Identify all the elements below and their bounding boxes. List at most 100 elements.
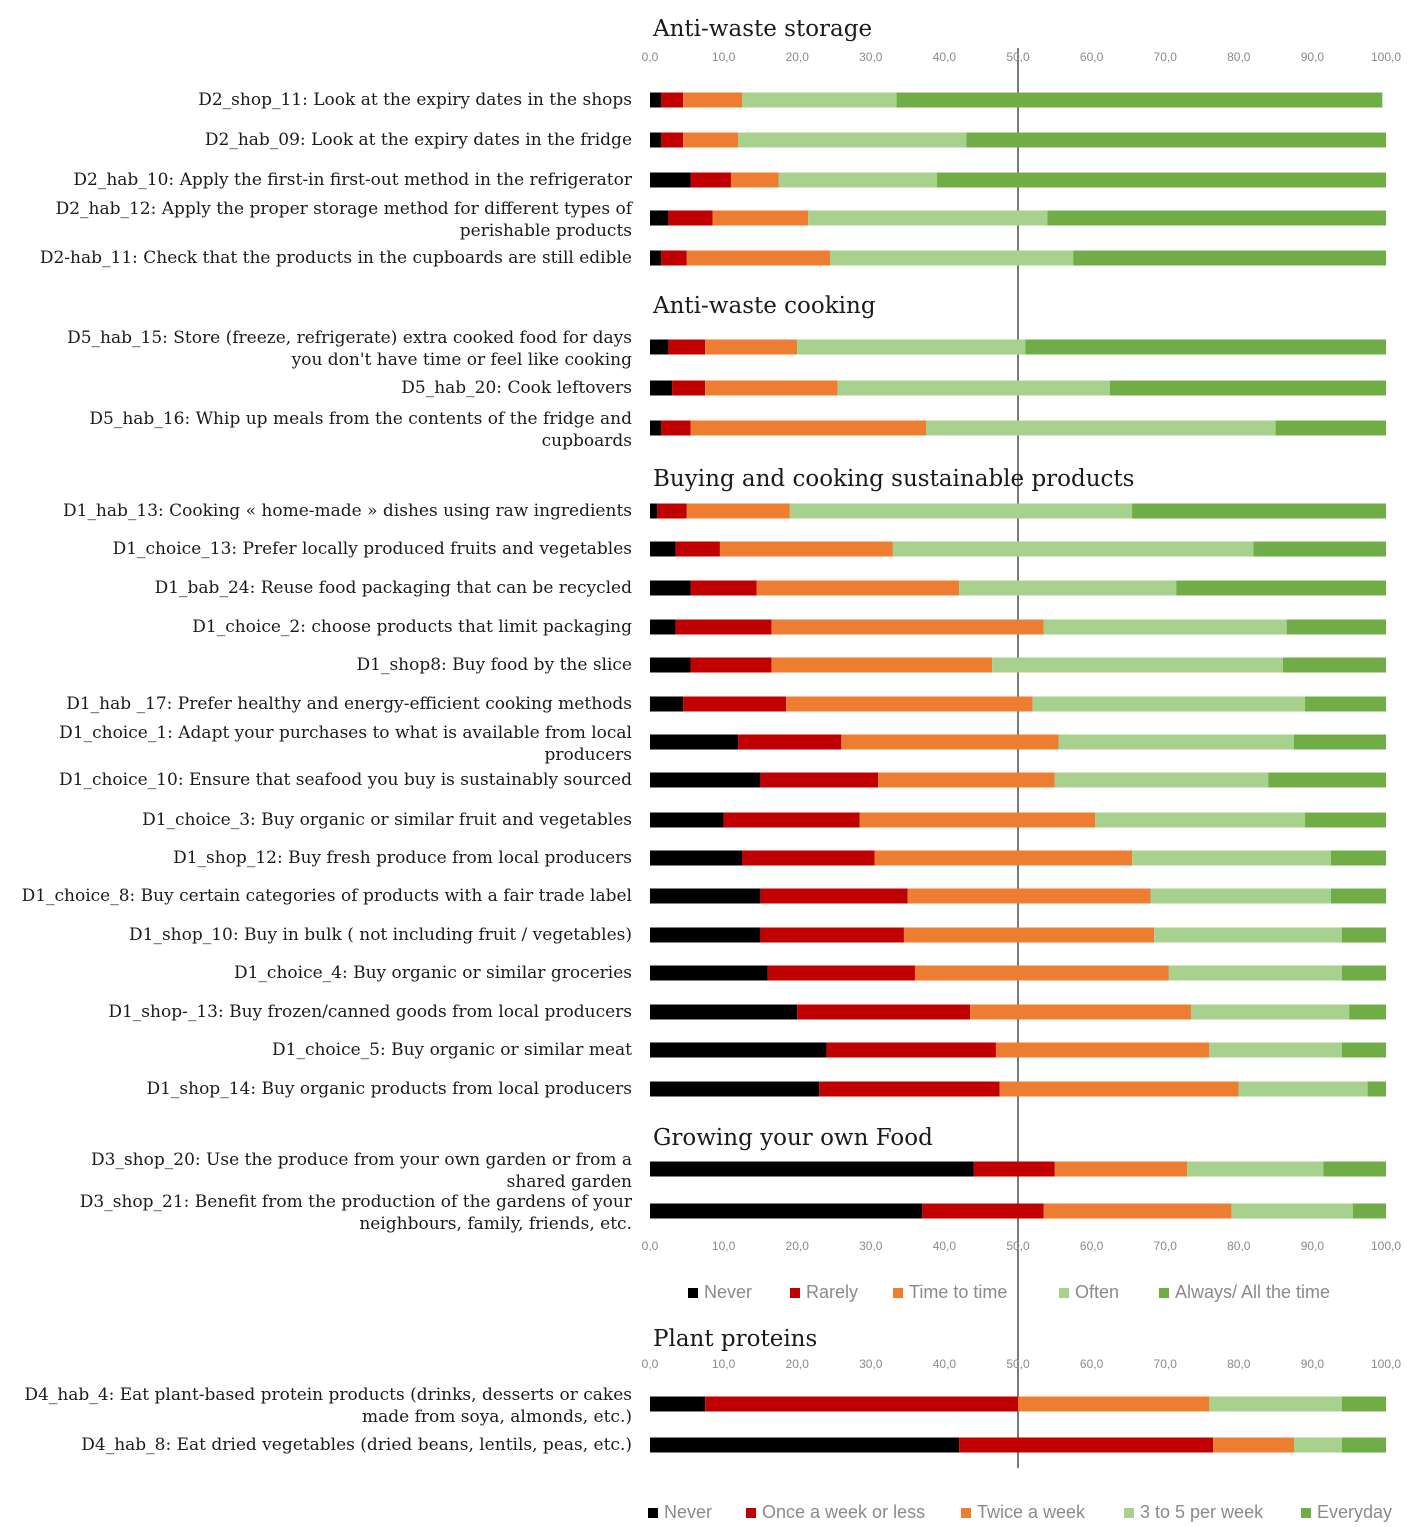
bar-segment <box>797 1004 971 1020</box>
bar-segment <box>650 1203 923 1219</box>
bar-segment <box>738 734 842 750</box>
bar-segment <box>970 1004 1191 1020</box>
legend-label: Never <box>664 1502 712 1522</box>
bar-segment <box>892 541 1254 557</box>
bar-segment <box>1213 1437 1294 1453</box>
row-label: D1_shop-_13: Buy frozen/canned goods fro… <box>108 1002 632 1022</box>
x-tick-label: 10,0 <box>712 1239 736 1253</box>
bar-segment <box>690 172 731 188</box>
x-tick-label: 20,0 <box>786 1239 810 1253</box>
bar-segment <box>1032 696 1306 712</box>
bar-segment <box>650 339 669 355</box>
bar-segment <box>1341 965 1386 981</box>
bar-segment <box>672 380 706 396</box>
row-label: D1_choice_2: choose products that limit … <box>192 617 632 637</box>
row-label: perishable products <box>460 221 632 241</box>
row-label: D5_hab_16: Whip up meals from the conten… <box>89 409 632 429</box>
legend-label: Never <box>704 1282 752 1302</box>
bar-segment <box>738 132 967 148</box>
section-title: Growing your own Food <box>653 1125 933 1151</box>
bar-segment <box>650 696 684 712</box>
bar-segment <box>1305 696 1386 712</box>
x-tick-label: 0,0 <box>642 50 659 64</box>
bar-segment <box>650 541 676 557</box>
bar-segment <box>1282 657 1386 673</box>
bar-segment <box>1341 927 1386 943</box>
legend-protein: Never Once a week or less Twice a week 3 to… <box>648 1502 1392 1522</box>
bar-segment <box>1150 888 1331 904</box>
bar-segment <box>973 1161 1055 1177</box>
legend-freq: Never Rarely Time to time Often Always/ All … <box>688 1282 1330 1302</box>
bar-segment <box>683 696 787 712</box>
legend-swatch <box>746 1508 756 1518</box>
section-title: Anti-waste cooking <box>652 293 876 319</box>
x-tick-label: 100,0 <box>1371 50 1401 64</box>
row-label: D4_hab_4: Eat plant-based protein produc… <box>24 1385 632 1405</box>
bar-segment <box>650 1081 820 1097</box>
bar-segment <box>675 541 720 557</box>
bar-segment <box>1058 734 1294 750</box>
bar-segment <box>1095 812 1306 828</box>
bar-segment <box>914 965 1169 981</box>
bar-segment <box>705 339 798 355</box>
row-label: neighbours, family, friends, etc. <box>359 1214 632 1234</box>
bar-segment <box>730 172 779 188</box>
row-label: producers <box>544 745 632 765</box>
bar-segment <box>1025 339 1386 355</box>
bar-segment <box>903 927 1155 943</box>
bar-segment <box>650 1437 960 1453</box>
row-label: D1_shop_14: Buy organic products from lo… <box>146 1079 632 1099</box>
bar-segment <box>1349 1004 1386 1020</box>
bar-segment <box>830 250 1074 266</box>
bar-segment <box>1054 1161 1188 1177</box>
bar-segment <box>690 580 757 596</box>
bar-row: D1_shop8: Buy food by the slice <box>357 655 1386 675</box>
bar-segment <box>837 380 1110 396</box>
bar-row: D3_shop_21: Benefit from the production … <box>80 1192 1386 1234</box>
bar-segment <box>650 1042 827 1058</box>
bar-row: D2-hab_11: Check that the products in th… <box>40 248 1386 268</box>
section-1: Anti-waste storage D2_shop_11: Look at th… <box>40 16 1386 268</box>
row-label: cupboards <box>542 431 632 451</box>
row-label: D2-hab_11: Check that the products in th… <box>40 248 632 268</box>
x-tick-label: 0,0 <box>642 1239 659 1253</box>
legend-swatch <box>893 1288 903 1298</box>
bar-row: D2_hab_09: Look at the expiry dates in t… <box>205 130 1386 150</box>
row-label: D5_hab_20: Cook leftovers <box>401 378 632 398</box>
x-tick-label: 30,0 <box>859 50 883 64</box>
x-tick-label: 100,0 <box>1371 1357 1401 1371</box>
bar-segment <box>661 250 687 266</box>
bar-row: D1_choice_4: Buy organic or similar groc… <box>234 963 1386 983</box>
bar-segment <box>742 92 897 108</box>
x-tick-label: 10,0 <box>712 50 736 64</box>
bar-row: D1_choice_3: Buy organic or similar frui… <box>142 810 1386 830</box>
bar-segment <box>686 503 790 519</box>
bar-row: D1_hab_13: Cooking « home-made » dishes … <box>63 501 1386 521</box>
bar-segment <box>650 965 768 981</box>
bar-segment <box>826 1042 996 1058</box>
bar-segment <box>1132 850 1331 866</box>
bar-segment <box>650 734 739 750</box>
x-tick-label: 70,0 <box>1154 1357 1178 1371</box>
legend-label: Everyday <box>1317 1502 1392 1522</box>
bar-segment <box>705 1396 1018 1412</box>
bar-row: D1_choice_13: Prefer locally produced fr… <box>113 539 1386 559</box>
legend-swatch <box>1124 1508 1134 1518</box>
bar-row: D1_choice_10: Ensure that seafood you bu… <box>59 770 1386 790</box>
bar-segment <box>1154 927 1342 943</box>
section-5: Plant proteins D4_hab_4: Eat plant-based … <box>24 1326 1386 1455</box>
bar-segment <box>1305 812 1386 828</box>
row-label: D3_shop_21: Benefit from the production … <box>80 1192 633 1212</box>
x-tick-label: 80,0 <box>1227 1239 1251 1253</box>
bar-row: D1_choice_2: choose products that limit … <box>192 617 1386 637</box>
section-title: Buying and cooking sustainable products <box>653 466 1134 492</box>
bar-segment <box>1043 619 1287 635</box>
bar-segment <box>995 1042 1210 1058</box>
bar-segment <box>650 503 658 519</box>
bar-segment <box>859 812 1096 828</box>
bar-segment <box>1168 965 1342 981</box>
bar-segment <box>650 420 662 436</box>
row-label: D2_hab_10: Apply the first-in first-out … <box>73 170 632 190</box>
x-tick-label: 40,0 <box>933 1239 957 1253</box>
